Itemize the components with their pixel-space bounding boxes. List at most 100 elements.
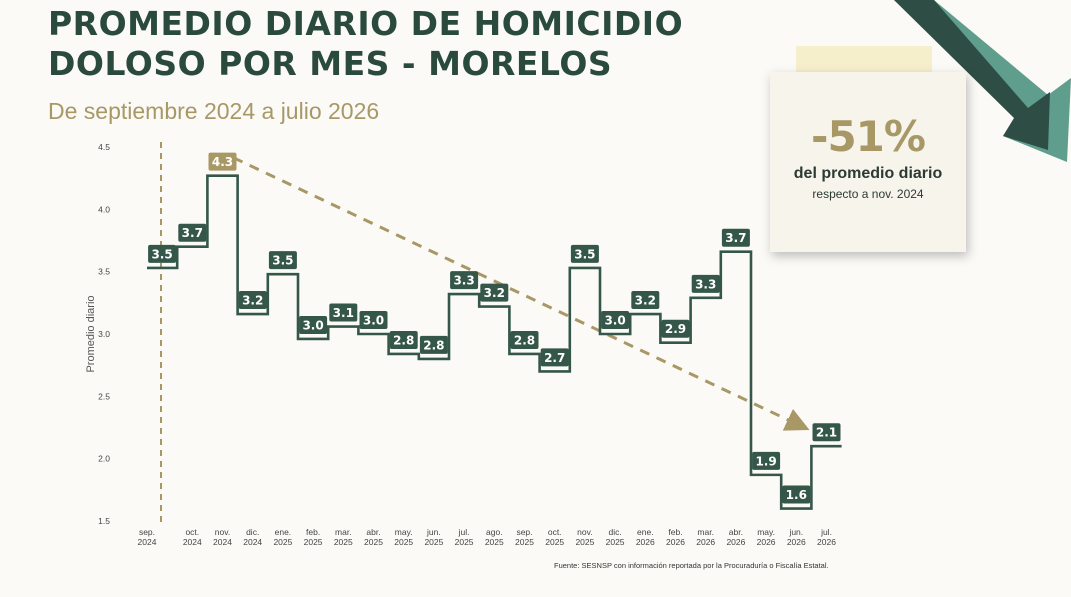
x-tick-year: 2026 — [696, 537, 715, 547]
x-tick-month: dic. — [608, 527, 621, 537]
data-label: 3.2 — [635, 294, 656, 308]
x-tick-month: ene. — [637, 527, 654, 537]
x-tick-month: feb. — [306, 527, 320, 537]
y-tick-label: 4.5 — [98, 142, 110, 152]
x-tick-year: 2025 — [273, 537, 292, 547]
x-tick-year: 2024 — [243, 537, 262, 547]
x-tick-month: nov. — [215, 527, 230, 537]
data-label-box — [359, 311, 388, 329]
data-label: 3.7 — [182, 226, 203, 240]
x-tick-month: abr. — [366, 527, 380, 537]
y-axis-label: Promedio diario — [85, 295, 97, 372]
data-label-box — [148, 244, 177, 263]
decorative-arrow-icon — [894, 0, 1071, 162]
x-tick-year: 2025 — [334, 537, 353, 547]
data-label: 3.3 — [695, 277, 716, 291]
data-label-box — [178, 223, 207, 242]
x-tick-month: oct. — [185, 527, 199, 537]
x-tick-year: 2024 — [138, 537, 157, 547]
x-tick-month: mar. — [335, 527, 352, 537]
data-label: 2.7 — [544, 351, 565, 365]
x-tick-month: dic. — [246, 527, 259, 537]
data-label: 4.3 — [212, 155, 233, 169]
data-label-box — [480, 283, 509, 302]
data-label-box — [238, 291, 267, 310]
x-tick-month: jul. — [458, 527, 470, 537]
x-tick-month: sep. — [139, 527, 155, 537]
x-tick-month: oct. — [548, 527, 562, 537]
x-tick-month: may. — [395, 527, 413, 537]
data-label: 3.1 — [333, 306, 354, 320]
x-tick-year: 2025 — [545, 537, 564, 547]
y-tick-label: 1.5 — [98, 516, 110, 526]
data-label-box — [329, 303, 358, 322]
data-label-box — [510, 330, 539, 349]
y-tick-label: 3.0 — [98, 329, 110, 339]
x-tick-year: 2025 — [485, 537, 504, 547]
x-tick-month: nov. — [577, 527, 592, 537]
data-label-box — [691, 274, 720, 293]
data-label: 3.5 — [272, 254, 293, 268]
x-tick-year: 2026 — [666, 537, 685, 547]
data-label-box — [631, 291, 660, 310]
x-tick-year: 2024 — [213, 537, 232, 547]
x-tick-month: may. — [757, 527, 775, 537]
x-tick-year: 2026 — [726, 537, 745, 547]
source-note: Fuente: SESNSP con información reportada… — [554, 561, 829, 570]
data-label-box — [450, 271, 479, 290]
x-tick-month: abr. — [729, 527, 743, 537]
y-tick-label: 2.0 — [98, 454, 110, 464]
data-label: 3.5 — [574, 247, 595, 261]
data-label-box — [570, 244, 599, 263]
data-label: 3.0 — [363, 314, 384, 328]
x-tick-year: 2026 — [817, 537, 836, 547]
chart-subtitle: De septiembre 2024 a julio 2026 — [48, 98, 380, 124]
data-label: 3.3 — [453, 274, 474, 288]
chart-title: PROMEDIO DIARIO DE HOMICIDIO DOLOSO POR … — [48, 4, 683, 84]
data-label-box — [782, 485, 811, 504]
callout-percentage: -51% — [811, 112, 926, 161]
data-label-box — [601, 311, 630, 329]
x-tick-month: jun. — [426, 527, 441, 537]
series-step-line — [147, 174, 842, 510]
x-tick-month: jul. — [820, 527, 832, 537]
callout-card: -51% del promedio diario respecto a nov.… — [770, 72, 966, 252]
data-label: 3.0 — [604, 314, 625, 328]
x-tick-month: sep. — [516, 527, 532, 537]
data-label: 1.9 — [755, 454, 776, 468]
callout-line-1: del promedio diario — [793, 165, 943, 182]
title-line-2: DOLOSO POR MES - MORELOS — [48, 44, 613, 83]
data-label-box — [540, 348, 569, 367]
x-tick-month: jun. — [788, 527, 803, 537]
x-tick-year: 2025 — [364, 537, 383, 547]
x-tick-year: 2025 — [575, 537, 594, 547]
data-label: 3.0 — [302, 318, 323, 332]
y-tick-label: 3.5 — [98, 267, 110, 277]
data-label: 2.8 — [423, 338, 444, 352]
data-label-box — [268, 251, 297, 270]
data-label-box — [812, 423, 841, 442]
x-tick-year: 2025 — [515, 537, 534, 547]
data-label-box — [389, 330, 418, 349]
data-label-box — [208, 152, 237, 171]
data-label: 2.1 — [816, 426, 837, 440]
data-label: 1.6 — [786, 488, 807, 502]
data-label: 2.8 — [393, 333, 414, 347]
x-tick-year: 2025 — [455, 537, 474, 547]
x-tick-year: 2025 — [606, 537, 625, 547]
data-label-box — [299, 315, 328, 334]
data-label-box — [721, 228, 750, 247]
data-label: 2.9 — [665, 322, 686, 336]
title-line-1: PROMEDIO DIARIO DE HOMICIDIO — [48, 4, 684, 43]
x-tick-year: 2026 — [757, 537, 776, 547]
data-label: 3.5 — [151, 247, 172, 261]
x-tick-year: 2025 — [424, 537, 443, 547]
data-label-box — [661, 319, 690, 338]
x-tick-month: mar. — [697, 527, 714, 537]
x-tick-year: 2025 — [304, 537, 323, 547]
data-label-box — [752, 451, 781, 470]
data-label: 3.2 — [242, 294, 263, 308]
x-tick-year: 2026 — [787, 537, 806, 547]
x-tick-month: feb. — [668, 527, 682, 537]
